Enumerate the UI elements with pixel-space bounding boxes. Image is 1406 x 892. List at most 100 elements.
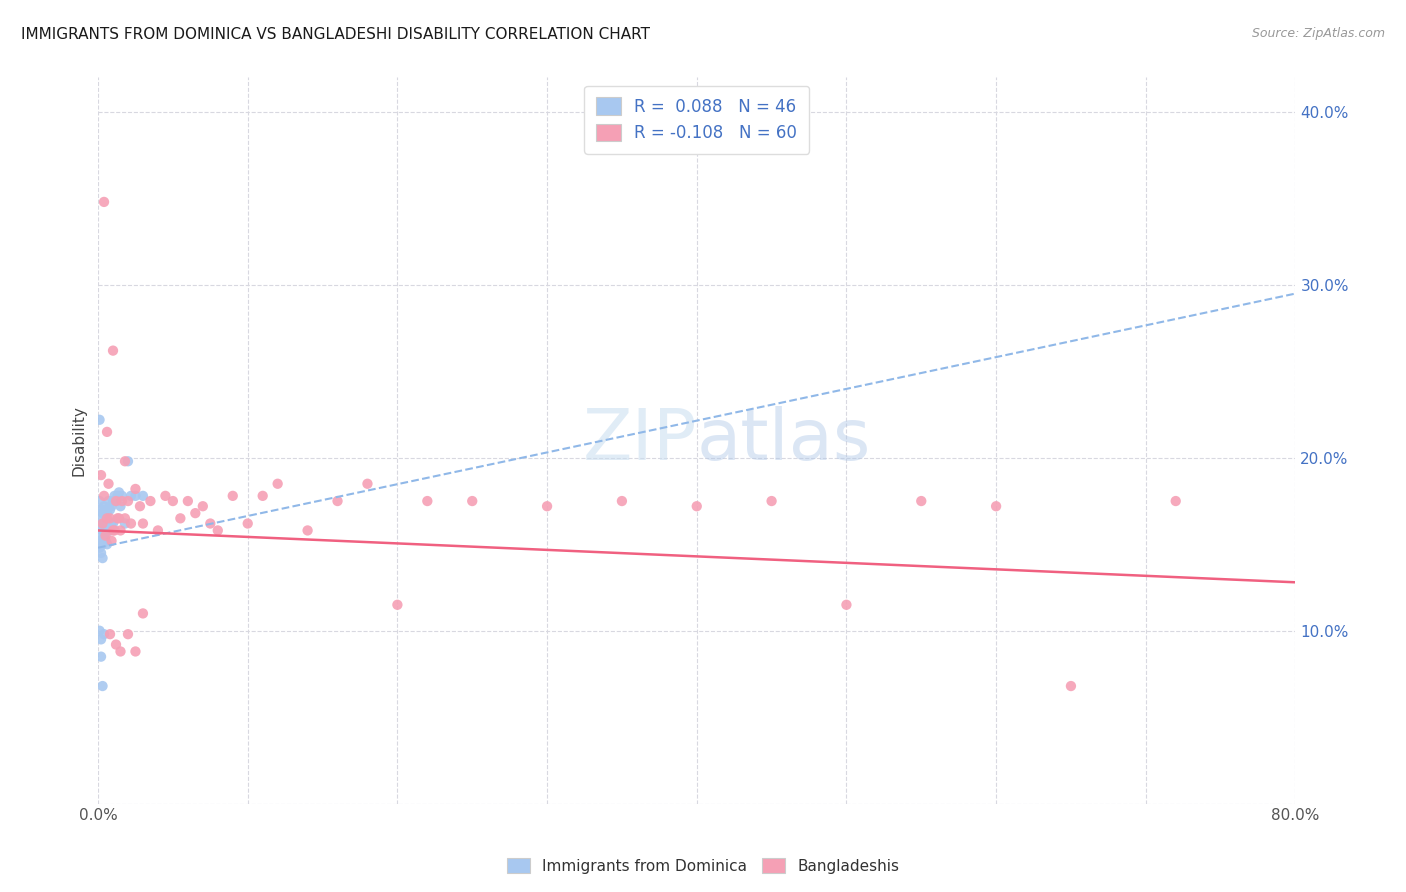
Point — [124, 644, 146, 658]
Point — [252, 489, 274, 503]
Point — [132, 516, 155, 531]
Text: atlas: atlas — [697, 406, 872, 475]
Point — [117, 494, 139, 508]
Point — [297, 524, 319, 538]
Point — [89, 494, 111, 508]
Y-axis label: Disability: Disability — [72, 405, 86, 476]
Point — [162, 494, 184, 508]
Point — [89, 624, 111, 638]
Point — [120, 516, 142, 531]
Point — [124, 482, 146, 496]
Point — [93, 489, 115, 503]
Point — [108, 485, 131, 500]
Point — [96, 537, 118, 551]
Point — [222, 489, 245, 503]
Point — [114, 511, 136, 525]
Point — [356, 476, 378, 491]
Legend: Immigrants from Dominica, Bangladeshis: Immigrants from Dominica, Bangladeshis — [501, 852, 905, 880]
Point — [536, 500, 558, 514]
Point — [94, 533, 117, 548]
Point — [108, 511, 131, 525]
Point — [96, 425, 118, 439]
Point — [177, 494, 200, 508]
Point — [120, 489, 142, 503]
Point — [90, 533, 112, 548]
Point — [96, 524, 118, 538]
Point — [90, 520, 112, 534]
Point — [103, 524, 125, 538]
Point — [169, 511, 191, 525]
Point — [93, 500, 115, 514]
Point — [91, 516, 114, 531]
Point — [110, 644, 132, 658]
Point — [90, 546, 112, 560]
Point — [132, 489, 155, 503]
Point — [91, 506, 114, 520]
Point — [97, 520, 120, 534]
Text: Source: ZipAtlas.com: Source: ZipAtlas.com — [1251, 27, 1385, 40]
Point — [387, 598, 409, 612]
Point — [101, 343, 124, 358]
Point — [94, 528, 117, 542]
Point — [107, 489, 129, 503]
Point — [1164, 494, 1187, 508]
Point — [89, 528, 111, 542]
Point — [93, 530, 115, 544]
Legend: R =  0.088   N = 46, R = -0.108   N = 60: R = 0.088 N = 46, R = -0.108 N = 60 — [585, 86, 808, 153]
Point — [93, 516, 115, 531]
Point — [200, 516, 222, 531]
Point — [610, 494, 633, 508]
Point — [97, 494, 120, 508]
Point — [89, 541, 111, 555]
Point — [94, 502, 117, 516]
Point — [98, 524, 121, 538]
Point — [98, 511, 121, 525]
Point — [129, 500, 152, 514]
Point — [114, 516, 136, 531]
Point — [266, 476, 288, 491]
Point — [91, 679, 114, 693]
Point — [110, 500, 132, 514]
Point — [686, 500, 709, 514]
Point — [416, 494, 439, 508]
Point — [89, 413, 111, 427]
Point — [98, 502, 121, 516]
Point — [984, 500, 1007, 514]
Point — [326, 494, 349, 508]
Point — [117, 454, 139, 468]
Point — [91, 537, 114, 551]
Point — [155, 489, 177, 503]
Point — [910, 494, 932, 508]
Point — [93, 627, 115, 641]
Point — [124, 489, 146, 503]
Point — [96, 511, 118, 525]
Point — [89, 511, 111, 525]
Point — [90, 649, 112, 664]
Point — [461, 494, 484, 508]
Point — [93, 194, 115, 209]
Point — [107, 511, 129, 525]
Point — [236, 516, 259, 531]
Point — [101, 494, 124, 508]
Point — [110, 524, 132, 538]
Point — [117, 627, 139, 641]
Point — [132, 607, 155, 621]
Point — [105, 494, 128, 508]
Point — [111, 489, 134, 503]
Point — [91, 551, 114, 566]
Point — [139, 494, 162, 508]
Point — [761, 494, 783, 508]
Point — [100, 533, 122, 548]
Point — [207, 524, 229, 538]
Point — [94, 520, 117, 534]
Point — [835, 598, 858, 612]
Point — [90, 502, 112, 516]
Point — [1060, 679, 1083, 693]
Point — [98, 627, 121, 641]
Point — [91, 524, 114, 538]
Point — [146, 524, 169, 538]
Text: ZIP: ZIP — [582, 406, 697, 475]
Point — [105, 638, 128, 652]
Point — [100, 500, 122, 514]
Point — [191, 500, 214, 514]
